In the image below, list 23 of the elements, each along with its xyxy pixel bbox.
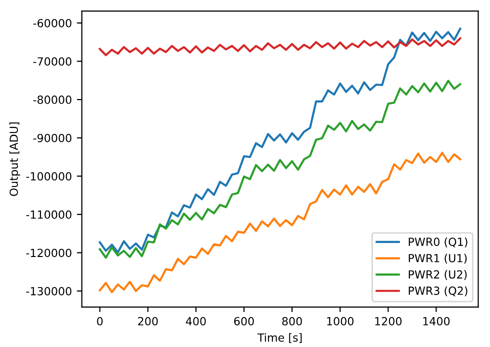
x-tick-label: 800 (282, 317, 302, 326)
x-tick-label: 400 (186, 317, 206, 326)
x-tick-label: 600 (234, 317, 254, 326)
line-series (98, 37, 462, 56)
y-tick-label: -110000 (26, 210, 72, 219)
legend-label: PWR1 (U1) (408, 254, 467, 264)
x-tick-label: 1200 (375, 317, 402, 326)
y-tick-label: -100000 (26, 172, 72, 181)
legend-label: PWR0 (Q1) (408, 237, 468, 248)
x-tick-label: 200 (138, 317, 158, 326)
y-tick-label: -70000 (33, 57, 72, 66)
y-tick-label: -90000 (33, 134, 72, 142)
x-tick-label: 0 (97, 317, 103, 326)
x-axis-title: Time [s] (257, 333, 302, 344)
legend-label: PWR3 (Q2) (408, 286, 468, 296)
y-tick-label: -130000 (26, 286, 72, 296)
y-tick-label: -80000 (33, 96, 72, 104)
x-tick-label: 1400 (423, 317, 450, 326)
y-tick-label: -60000 (33, 18, 72, 28)
y-axis-title: Output [ADU] (9, 122, 20, 196)
y-tick-label: -120000 (26, 248, 72, 258)
legend-label: PWR2 (U2) (408, 270, 467, 280)
x-tick-label: 1000 (327, 317, 354, 326)
